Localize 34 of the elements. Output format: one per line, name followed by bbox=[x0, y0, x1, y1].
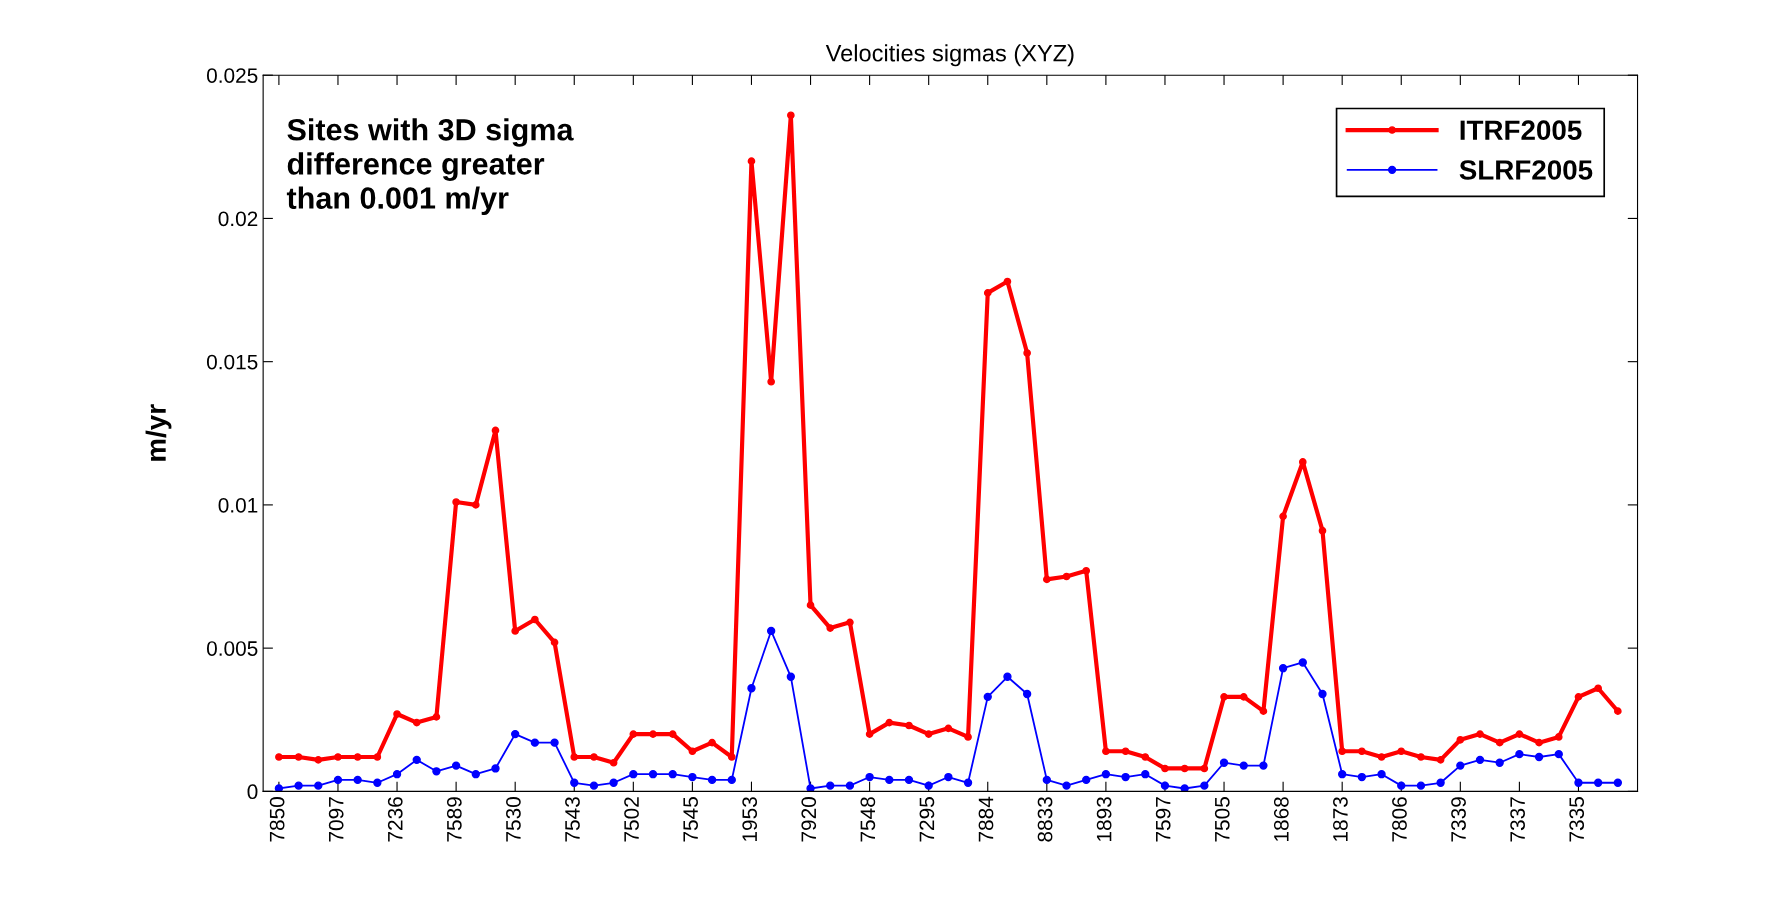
x-tick-label: 7597 bbox=[1155, 797, 1171, 842]
x-tick-label: 7337 bbox=[1510, 797, 1525, 842]
y-tick-label: 0.015 bbox=[206, 354, 258, 370]
y-tick-label: 0.005 bbox=[206, 641, 258, 656]
x-tick-label: 7097 bbox=[328, 797, 344, 842]
x-tick-label: 1893 bbox=[1096, 797, 1112, 841]
x-tick-label: 1868 bbox=[1273, 797, 1289, 841]
x-tick-label: 7806 bbox=[1392, 797, 1407, 842]
chart-title: Velocities sigmas (XYZ) bbox=[825, 44, 1074, 67]
y-tick-label: 0.01 bbox=[218, 497, 258, 513]
x-tick-label: 7505 bbox=[1214, 797, 1230, 842]
x-tick-label: 7920 bbox=[801, 797, 817, 842]
x-tick-label: 7589 bbox=[446, 797, 462, 842]
annotation: Sites with 3D sigma difference greater than 0.001 m/yr bbox=[286, 118, 574, 215]
x-tick-label: 1953 bbox=[742, 797, 758, 841]
x-tick-label: 8833 bbox=[1037, 797, 1053, 842]
x-tick-label: 7236 bbox=[387, 797, 403, 842]
y-axis-title: m/yr bbox=[145, 404, 172, 461]
x-tick-label: 7335 bbox=[1569, 797, 1585, 842]
x-tick-label: 7850 bbox=[269, 797, 285, 842]
x-tick-label: 7545 bbox=[683, 797, 698, 842]
y-tick-label: 0 bbox=[247, 784, 258, 800]
x-tick-label: 7530 bbox=[506, 797, 521, 842]
legend-label: SLRF2005 bbox=[1459, 160, 1593, 180]
x-tick-label: 7295 bbox=[919, 797, 935, 842]
x-tick-label: 7548 bbox=[860, 797, 876, 842]
y-tick-label: 0.02 bbox=[218, 211, 258, 227]
x-tick-label: 7884 bbox=[978, 796, 994, 842]
x-tick-label: 7339 bbox=[1451, 797, 1466, 842]
legend-label: ITRF2005 bbox=[1460, 120, 1582, 141]
x-tick-label: 1873 bbox=[1333, 797, 1348, 841]
x-tick-label: 7543 bbox=[565, 797, 580, 842]
x-tick-label: 7502 bbox=[624, 797, 639, 842]
y-tick-label: 0.025 bbox=[206, 68, 258, 83]
